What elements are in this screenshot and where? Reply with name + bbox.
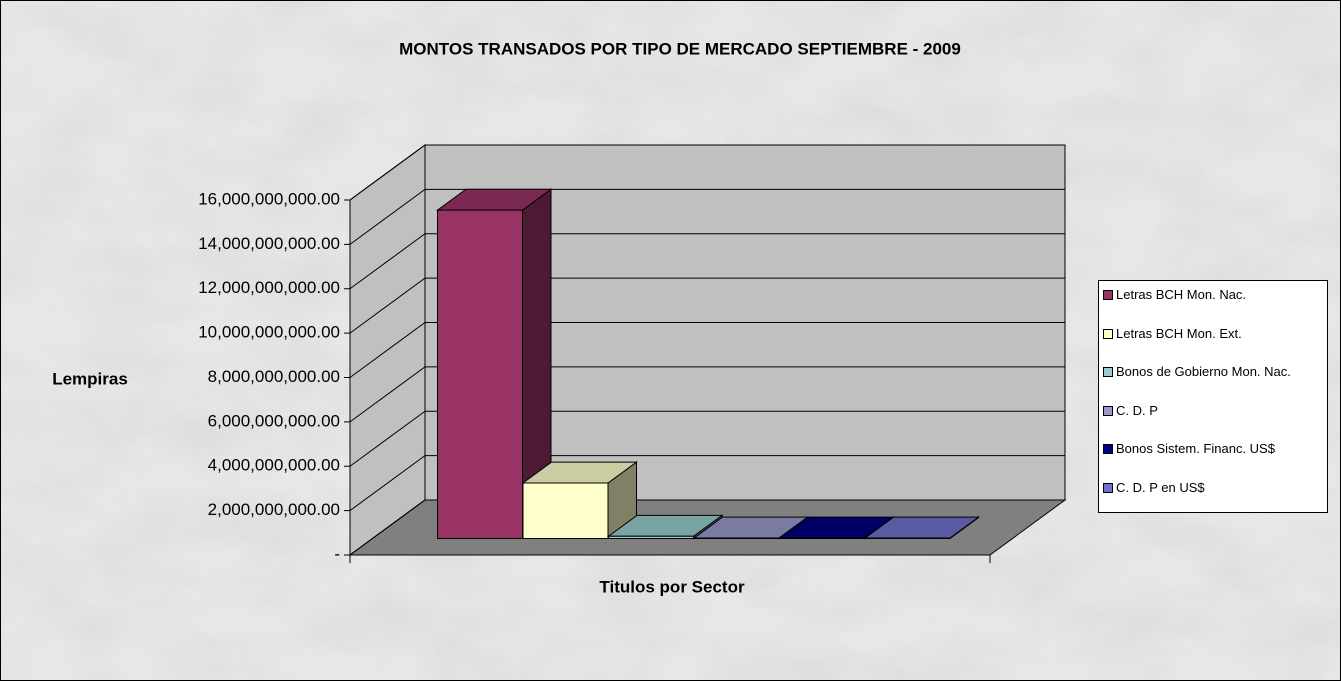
y-tick-label: 2,000,000,000.00 [208, 500, 340, 519]
grid-line [349, 410, 1065, 467]
legend: Letras BCH Mon. Nac. Letras BCH Mon. Ext.… [1098, 280, 1328, 513]
legend-item: Letras BCH Mon. Ext. [1103, 326, 1323, 365]
y-tick-label: 6,000,000,000.00 [208, 411, 340, 430]
y-tick-label: 16,000,000,000.00 [198, 189, 340, 208]
grid-line [349, 455, 1065, 512]
legend-label: Letras BCH Mon. Nac. [1116, 287, 1247, 302]
grid-line [349, 233, 1065, 290]
bar-front [608, 535, 694, 539]
legend-swatch [1103, 482, 1113, 493]
legend-label: C. D. P [1116, 402, 1158, 418]
legend-label: C. D. P en US$ [1116, 479, 1205, 495]
y-tick-label: - [334, 544, 340, 563]
x-axis-label: Titulos por Sector [599, 577, 745, 596]
legend-item: Bonos Sistem. Financ. US$ [1103, 441, 1323, 480]
grid-line [349, 322, 1065, 378]
y-tick-label: 10,000,000,000.00 [198, 323, 340, 342]
grid-line [349, 499, 1065, 556]
grid-line [349, 144, 1065, 201]
y-tick-label: 8,000,000,000.00 [208, 367, 340, 386]
y-tick-label: 12,000,000,000.00 [198, 278, 340, 297]
bar [521, 461, 639, 540]
bar [863, 516, 981, 540]
legend-swatch [1103, 444, 1113, 454]
y-axis-label: Lempiras [52, 369, 128, 388]
y-tick-label: 14,000,000,000.00 [198, 234, 340, 253]
legend-label: Letras BCH Mon. Ext. [1116, 325, 1242, 341]
bar [606, 514, 724, 540]
y-tick-label: 4,000,000,000.00 [208, 456, 340, 475]
legend-swatch [1103, 405, 1113, 416]
legend-swatch [1103, 328, 1113, 339]
legend-item: Letras BCH Mon. Nac. [1103, 287, 1323, 326]
legend-item: Bonos de Gobierno Mon. Nac. [1103, 364, 1323, 403]
grid-line [349, 277, 1065, 334]
legend-swatch [1103, 367, 1113, 377]
legend-swatch [1103, 290, 1113, 300]
legend-label: Bonos Sistem. Financ. US$ [1116, 441, 1275, 456]
grid-line [349, 188, 1065, 245]
chart-title: MONTOS TRANSADOS POR TIPO DE MERCADO SEP… [399, 39, 961, 58]
bar-front [522, 482, 609, 539]
bar [435, 188, 553, 540]
bar-front [437, 209, 523, 539]
grid-line [349, 366, 1065, 423]
legend-label: Bonos de Gobierno Mon. Nac. [1116, 364, 1291, 379]
legend-item: C. D. P [1103, 403, 1323, 442]
legend-item: C. D. P en US$ [1103, 480, 1323, 519]
